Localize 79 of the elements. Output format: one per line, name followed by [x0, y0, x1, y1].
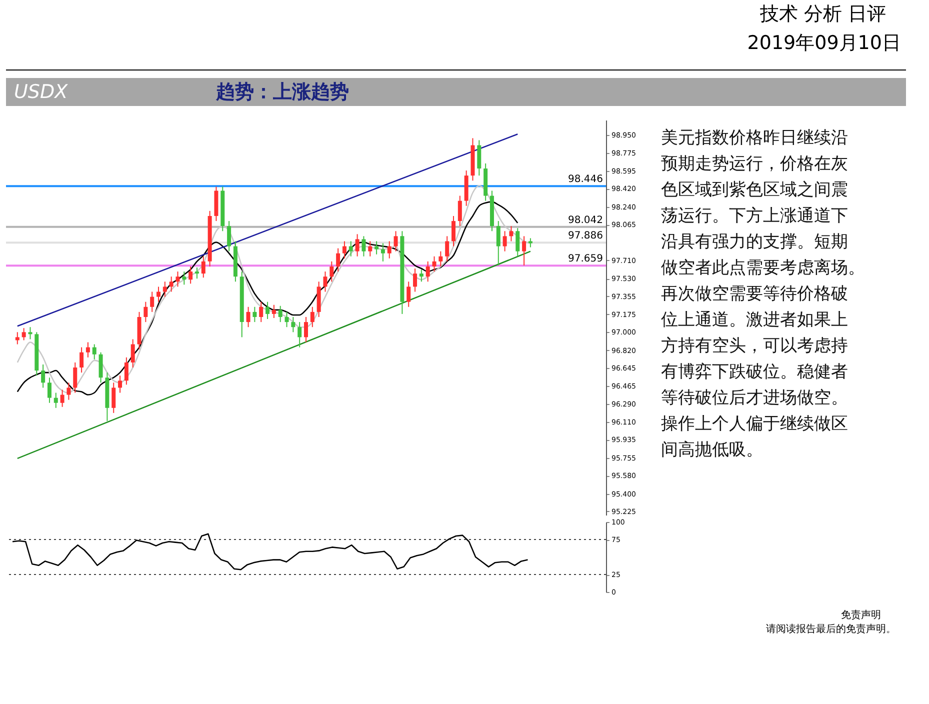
candlestick: [528, 238, 532, 248]
candlestick: [66, 382, 71, 400]
candlestick: [348, 240, 353, 257]
candlestick: [330, 260, 334, 282]
candlestick: [176, 271, 180, 288]
ref-line-label: 97.659: [568, 254, 603, 265]
candlestick: [130, 338, 135, 368]
candlestick: [182, 271, 186, 286]
candlestick: [291, 316, 296, 333]
candlestick: [362, 236, 366, 257]
candlestick: [169, 276, 174, 292]
candlestick: [374, 240, 379, 255]
ref-line-label: 98.042: [568, 214, 603, 226]
candlestick: [73, 362, 78, 394]
text: 免责声明: [841, 609, 881, 621]
ref-line-label: 97.886: [568, 230, 603, 242]
candlestick: [496, 220, 500, 266]
candlestick: [458, 195, 462, 227]
candlestick: [432, 256, 436, 272]
candlestick: [445, 236, 450, 262]
chart-subtitle: 趋势：上涨趋势: [215, 81, 349, 103]
text: 技术 分析 日评: [758, 3, 886, 25]
text: 美元指数价格昨日继续沿预期走势运行，价格在灰色区域到紫色区域之间震荡运行。下方上涨通道下沿具有强力的支撑。短期做空者此点需要考虑离场。再次做空需要等待价格破位上通道。激进者如果上方持有空头，可以考虑持有博弈下跌破位。稳健者等待破位后才进场做空。操作上个人偏于继续做区间高抛低吸。: [661, 128, 865, 460]
candlestick: [342, 240, 346, 259]
candlestick: [98, 352, 103, 384]
candlestick: [266, 301, 270, 320]
candlestick: [477, 140, 482, 176]
candlestick: [387, 240, 392, 259]
candlestick: [112, 382, 116, 414]
candlestick: [201, 256, 206, 278]
candlestick: [60, 389, 64, 408]
candlestick: [92, 344, 96, 360]
candlestick: [80, 346, 84, 374]
candlestick: [452, 215, 456, 247]
candlestick: [194, 266, 199, 280]
candlestick: [406, 281, 411, 308]
candlestick: [323, 271, 328, 292]
candlestick: [118, 375, 122, 394]
candlestick: [522, 236, 526, 266]
candlestick: [15, 332, 20, 345]
candlestick: [41, 364, 46, 388]
candlestick: [246, 306, 250, 328]
candlestick: [502, 230, 507, 252]
candlestick: [272, 304, 276, 319]
candlestick: [336, 248, 340, 272]
candlestick: [516, 228, 520, 257]
candlestick: [188, 266, 193, 284]
candlestick: [380, 242, 385, 262]
candlestick: [419, 269, 424, 282]
candlestick: [47, 377, 52, 404]
candlestick: [144, 301, 148, 323]
candlestick: [22, 328, 26, 341]
candlestick: [86, 342, 90, 358]
candlestick: [54, 392, 58, 408]
chart-title: USDX: [14, 81, 69, 103]
candlestick: [368, 240, 372, 257]
candlestick: [278, 305, 282, 323]
candlestick: [509, 226, 514, 242]
candlestick: [413, 268, 418, 292]
candlestick: [124, 356, 128, 386]
text: 2019年09月10日: [747, 32, 901, 54]
candlestick: [298, 322, 302, 348]
candlestick: [284, 311, 289, 328]
line-series: [12, 533, 528, 570]
candlestick: [426, 260, 430, 282]
text: 请阅读报告最后的免责声明。: [766, 623, 896, 635]
candlestick: [438, 250, 443, 267]
candlestick: [304, 316, 308, 343]
candlestick: [394, 230, 398, 252]
candlestick: [310, 306, 314, 328]
candlestick: [156, 286, 160, 302]
candlestick: [28, 326, 32, 340]
candlestick: [150, 291, 154, 312]
candlestick: [227, 220, 232, 252]
ref-line-label: 98.446: [568, 174, 603, 186]
candlestick: [252, 306, 257, 323]
candlestick: [355, 234, 360, 257]
candlestick: [162, 281, 167, 298]
candlestick: [259, 301, 264, 323]
